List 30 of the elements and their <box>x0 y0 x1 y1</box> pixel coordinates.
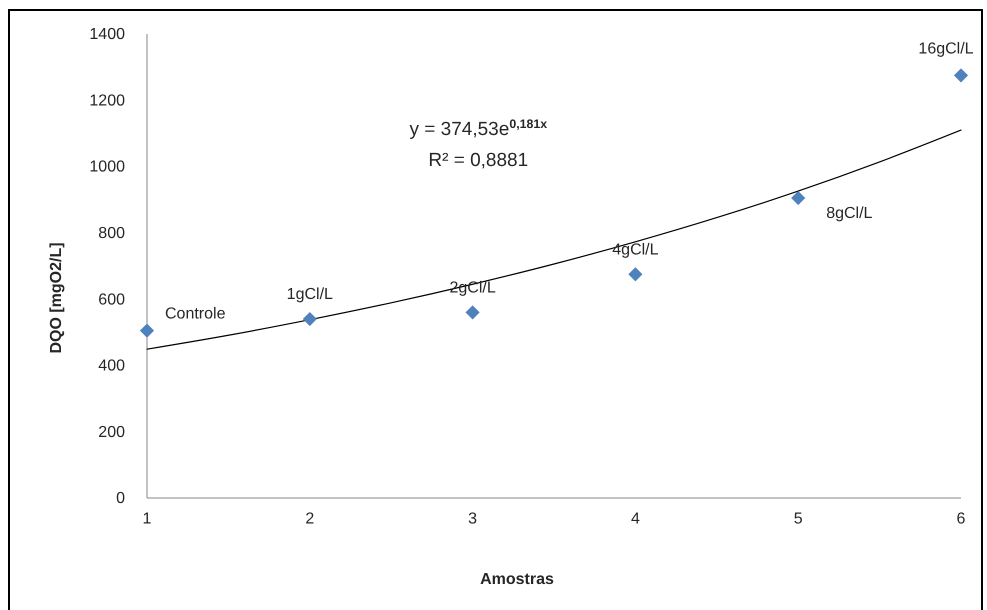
y-tick-label: 200 <box>98 424 126 441</box>
x-tick-label: 4 <box>630 510 640 528</box>
point <box>628 267 642 282</box>
annotation: 4gCl/L <box>612 241 659 258</box>
point <box>140 324 154 338</box>
annotation: 2gCl/L <box>449 279 496 296</box>
annotation: Controle <box>165 306 226 323</box>
x-tick-label: 3 <box>468 510 478 528</box>
x-tick-label: 5 <box>794 510 803 528</box>
point <box>954 68 968 82</box>
y-tick-label: 1200 <box>89 92 126 110</box>
annotation: 8gCl/L <box>826 205 873 222</box>
x-axis-title: Amostras <box>480 571 554 588</box>
annotation: R² = 0,8881 <box>428 150 528 171</box>
y-tick-label: 0 <box>116 490 126 508</box>
x-tick-label: 6 <box>956 510 966 528</box>
annotation: y = 374,53e$^{0,181x}$ <box>409 117 548 140</box>
point <box>302 312 317 326</box>
point <box>791 190 806 206</box>
annotation: 1gCl/L <box>286 286 334 304</box>
annotation: 16gCl/L <box>918 40 974 58</box>
x-tick-label: 1 <box>142 510 152 528</box>
y-tick-label: 1400 <box>89 26 126 44</box>
x-tick-label: 2 <box>305 510 314 528</box>
y-tick-label: 800 <box>98 224 126 242</box>
y-axis-title: DQO [mgO2/L] <box>48 242 65 354</box>
y-tick-label: 1000 <box>89 158 126 176</box>
y-tick-label: 400 <box>98 358 126 375</box>
point <box>466 305 480 320</box>
y-tick-label: 600 <box>98 291 126 308</box>
